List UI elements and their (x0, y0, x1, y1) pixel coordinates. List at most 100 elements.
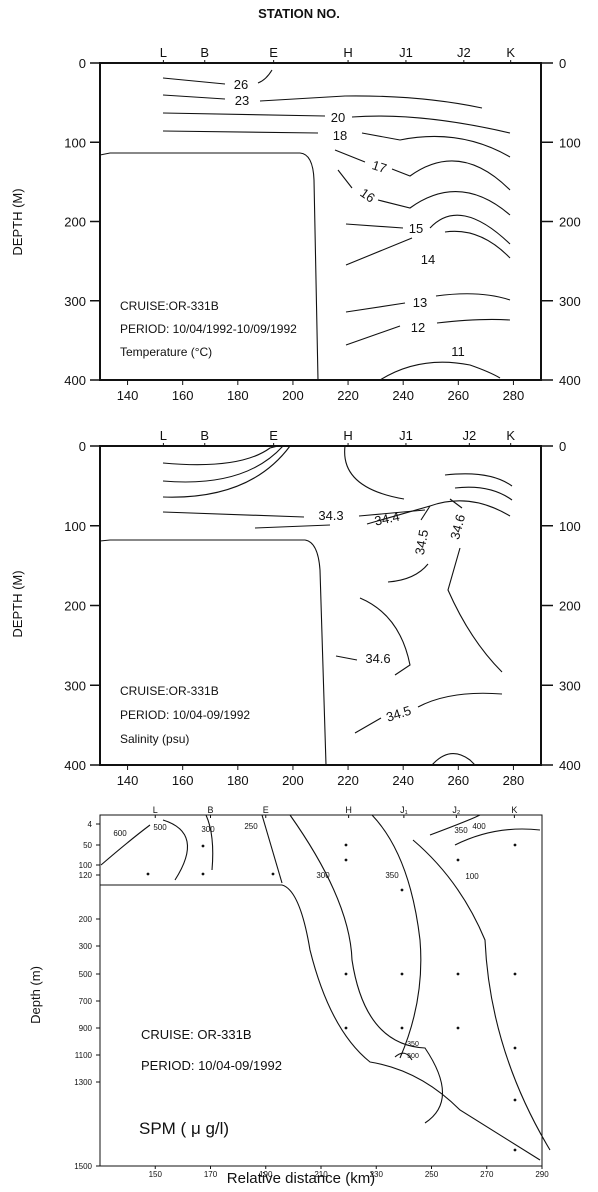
salinity-station-labels: L B E H J1 J2 K (160, 428, 515, 446)
salinity-distance-tick: 180 (227, 773, 249, 788)
salinity-depth-tick-left: 300 (64, 678, 86, 693)
temperature-distance-tick: 280 (503, 388, 525, 403)
contour-label-15: 15 (409, 221, 423, 236)
salinity-depth-tick-right: 300 (559, 678, 581, 693)
temperature-distance-tick: 260 (447, 388, 469, 403)
spm-station-l: L (153, 805, 158, 815)
salinity-isohaline-346-lower (335, 597, 411, 676)
spm-contour-300-left (205, 814, 214, 871)
temperature-station-h: H (343, 45, 352, 60)
temperature-station-k: K (506, 45, 515, 60)
salinity-station-e: E (269, 428, 278, 443)
spm-sample-points (146, 843, 517, 1152)
spm-cruise-text: CRUISE: OR-331B (141, 1027, 252, 1042)
temperature-depth-tick-left: 200 (64, 215, 86, 230)
temperature-seafloor-line (99, 152, 319, 381)
spm-label-350: 350 (385, 871, 399, 880)
contour-label-20: 20 (331, 110, 345, 125)
salinity-isohaline-345-lower (354, 692, 503, 734)
temperature-depth-tick-right: 0 (559, 56, 566, 71)
salinity-seafloor-line (99, 539, 327, 766)
temperature-isotherm-14 (345, 230, 511, 266)
spm-distance-ticks: 150 170 190 210 230 250 270 290 (149, 1166, 549, 1179)
spm-contour-350-right (454, 828, 541, 846)
spm-distance-tick: 290 (535, 1170, 549, 1179)
temperature-y-axis-label: DEPTH (M) (10, 188, 25, 255)
salinity-depth-tick-right: 0 (559, 439, 566, 454)
salinity-label-346-right: 34.6 (447, 513, 468, 541)
contour-label-18: 18 (333, 128, 347, 143)
temperature-depth-tick-left: 0 (79, 56, 86, 71)
spm-contour-100 (412, 839, 551, 1151)
temperature-depth-tick-right: 300 (559, 294, 581, 309)
temperature-depth-tick-right: 100 (559, 135, 581, 150)
salinity-station-k: K (506, 428, 515, 443)
contour-label-14: 14 (421, 252, 435, 267)
salinity-cruise-text: CRUISE:OR-331B (120, 684, 219, 698)
spm-depth-tick: 900 (79, 1024, 93, 1033)
temperature-distance-tick: 180 (227, 388, 249, 403)
spm-contour-250 (261, 814, 283, 884)
salinity-y-axis-label: DEPTH (M) (10, 570, 25, 637)
spm-distance-tick: 210 (314, 1170, 328, 1179)
contour-label-11: 11 (451, 344, 465, 359)
spm-label-400: 400 (472, 822, 486, 831)
salinity-depth-tick-right: 400 (559, 758, 581, 773)
spm-depth-tick: 100 (79, 861, 93, 870)
spm-label-500-bottom: 500 (407, 1053, 419, 1060)
salinity-depth-tick-left: 200 (64, 599, 86, 614)
salinity-label-345-upper: 34.5 (412, 528, 431, 556)
spm-plot-frame (99, 814, 543, 1167)
temperature-distance-tick: 200 (282, 388, 304, 403)
spm-variable-text: SPM ( μ g/l) (139, 1119, 229, 1138)
salinity-isohaline-top-right (344, 445, 405, 500)
salinity-isohaline-346-right (447, 498, 503, 673)
salinity-isohaline-a (162, 445, 279, 466)
salinity-distance-tick: 140 (117, 773, 139, 788)
salinity-station-j2: J2 (462, 428, 476, 443)
salinity-station-j1: J1 (399, 428, 413, 443)
salinity-isohaline-right-a (444, 473, 513, 487)
temperature-depth-tick-right: 200 (559, 215, 581, 230)
salinity-distance-tick: 220 (337, 773, 359, 788)
temperature-isotherm-26 (162, 69, 273, 85)
temperature-variable-text: Temperature (°C) (120, 345, 212, 359)
temperature-isotherm-11 (379, 361, 501, 381)
temperature-panel: L B E H J1 J2 K 0 100 200 300 400 0 100 200 300 400 14… (10, 45, 581, 403)
spm-depth-tick: 300 (79, 942, 93, 951)
spm-depth-tick: 700 (79, 997, 93, 1006)
temperature-distance-ticks: 140 160 180 200 220 240 260 280 (117, 380, 525, 403)
temperature-station-l: L (160, 45, 167, 60)
salinity-distance-ticks: 140 160 180 200 220 240 260 280 (117, 765, 525, 788)
spm-depth-tick: 1100 (75, 1051, 93, 1060)
contour-label-12: 12 (411, 320, 425, 335)
temperature-isotherm-16 (337, 169, 511, 216)
spm-station-labels: L B E H J₁ J₂ K (153, 805, 517, 818)
spm-seafloor-line (100, 884, 541, 1161)
spm-depth-tick: 1500 (74, 1162, 92, 1171)
temperature-station-b: B (200, 45, 209, 60)
salinity-plot-frame (99, 445, 542, 766)
salinity-right-depth-ticks: 0 100 200 300 400 (541, 439, 581, 773)
contour-label-16: 16 (357, 185, 377, 206)
salinity-depth-tick-left: 100 (64, 519, 86, 534)
temperature-distance-tick: 140 (117, 388, 139, 403)
spm-label-100: 100 (465, 872, 479, 881)
spm-label-350-right: 350 (454, 826, 468, 835)
contour-label-13: 13 (413, 295, 427, 310)
salinity-isohaline-345-upper (387, 505, 431, 583)
temperature-depth-tick-right: 400 (559, 373, 581, 388)
temperature-plot-frame (99, 62, 542, 381)
salinity-distance-tick: 280 (503, 773, 525, 788)
contour-label-26: 26 (234, 77, 248, 92)
temperature-isotherm-13 (345, 293, 511, 313)
spm-contour-300-mid (289, 814, 444, 1124)
spm-station-b: B (207, 805, 213, 815)
spm-contour-350 (371, 814, 422, 1059)
salinity-isohaline-right-b (454, 486, 513, 501)
spm-label-300-left: 300 (201, 825, 215, 834)
salinity-isohaline-bottom (431, 753, 476, 766)
station-label: STATION NO. (258, 6, 340, 21)
temperature-right-depth-ticks: 0 100 200 300 400 (541, 56, 581, 388)
